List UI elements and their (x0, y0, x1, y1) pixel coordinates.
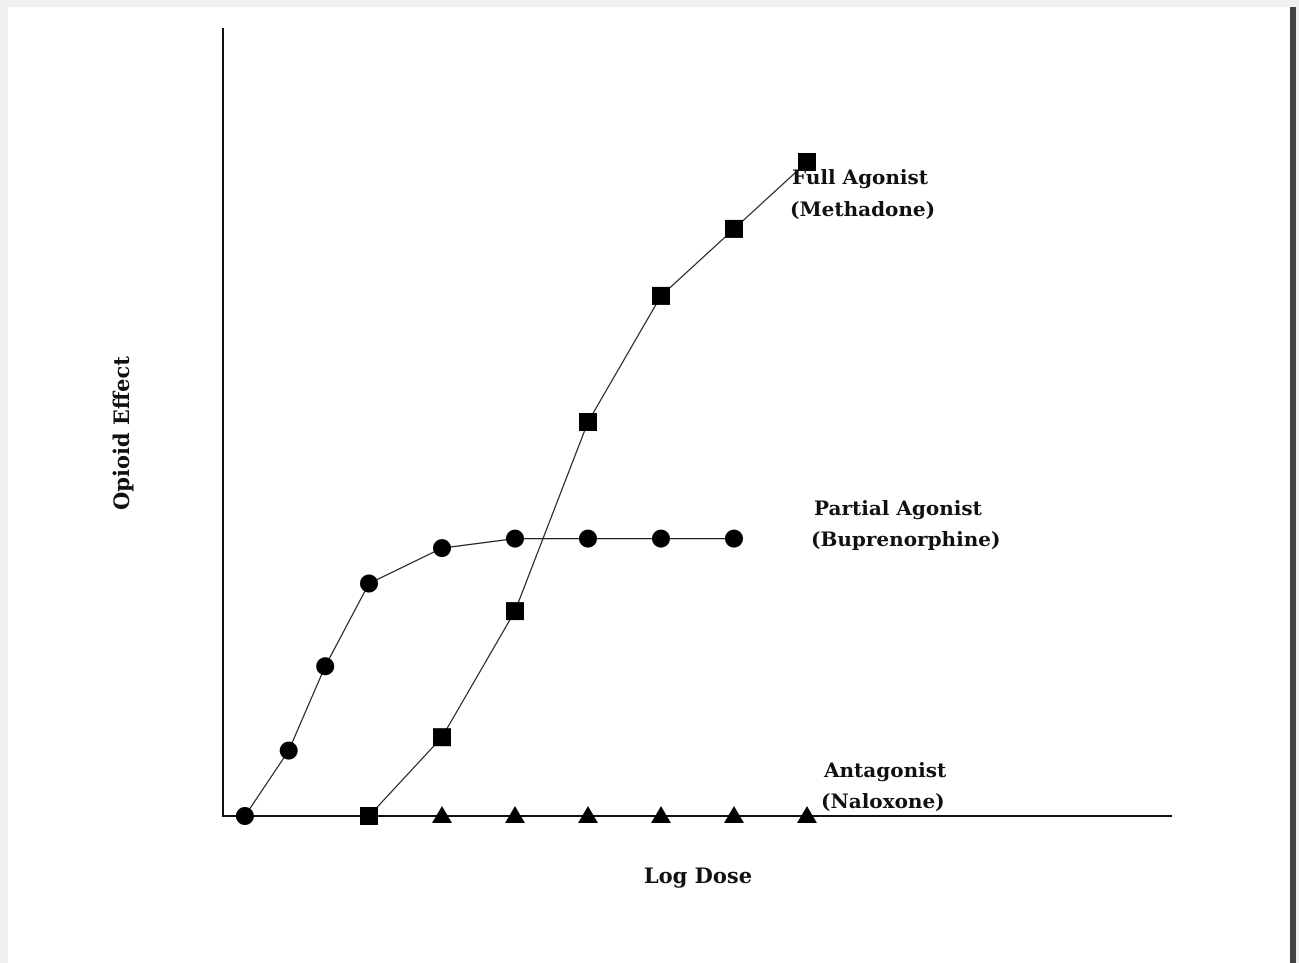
data-point-partial-agonist-0 (235, 807, 254, 825)
legend-label-antagonist: Antagonist (Naloxone) (821, 758, 947, 813)
legend-label-antagonist-line1: Antagonist (823, 758, 947, 782)
data-point-full-agonist-0 (360, 807, 378, 825)
data-point-partial-agonist-3 (360, 574, 378, 593)
y-axis-label: Opioid Effect (109, 356, 134, 510)
data-point-full-agonist-2 (506, 602, 524, 621)
series-line-full-agonist (368, 161, 808, 817)
data-point-partial-agonist-2 (316, 657, 335, 676)
x-axis-label: Log Dose (644, 863, 752, 888)
data-point-full-agonist-3 (579, 413, 597, 431)
data-point-full-agonist-5 (725, 219, 743, 238)
legend-label-partial-agonist-line1: Partial Agonist (814, 496, 983, 520)
data-point-partial-agonist-6 (579, 529, 597, 548)
chart-background (8, 7, 1290, 963)
legend-label-full-agonist: Full Agonist (Methadone) (790, 165, 935, 221)
legend-label-full-agonist-line1: Full Agonist (792, 165, 929, 189)
data-point-antagonist-2 (578, 806, 598, 823)
data-point-antagonist-1 (505, 806, 525, 823)
data-point-full-agonist-4 (652, 286, 670, 305)
series-layer (244, 161, 808, 817)
legend-label-antagonist-line2: (Naloxone) (821, 789, 945, 813)
data-point-full-agonist-6 (798, 153, 816, 171)
data-point-partial-agonist-4 (433, 539, 451, 558)
data-point-partial-agonist-1 (279, 741, 298, 760)
data-point-partial-agonist-7 (652, 529, 670, 548)
data-point-antagonist-4 (724, 806, 744, 823)
data-point-antagonist-5 (797, 806, 817, 823)
data-point-antagonist-3 (651, 806, 671, 823)
data-point-full-agonist-1 (433, 728, 451, 747)
data-point-partial-agonist-8 (725, 529, 743, 548)
series-line-partial-agonist (244, 537, 734, 817)
legend-label-partial-agonist: Partial Agonist (Buprenorphine) (811, 496, 1000, 551)
marker-layer (235, 153, 817, 825)
data-point-antagonist-0 (432, 806, 452, 823)
window-right-border (1290, 7, 1296, 963)
legend-label-partial-agonist-line2: (Buprenorphine) (811, 527, 1000, 551)
data-point-partial-agonist-5 (506, 529, 524, 548)
legend-label-full-agonist-line2: (Methadone) (790, 197, 935, 221)
